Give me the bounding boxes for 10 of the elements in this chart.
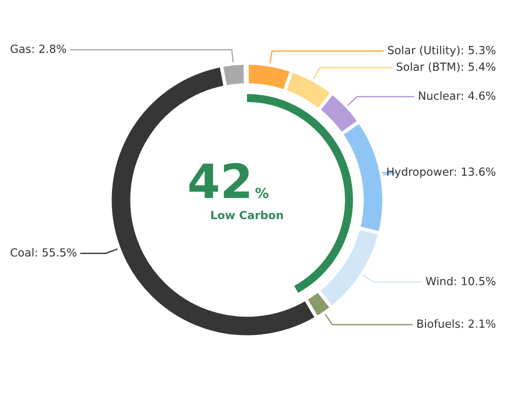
slice-label: Solar (Utility): 5.3%	[388, 46, 496, 56]
data-label: 42%	[189, 162, 268, 198]
slice-label: Coal: 55.5%	[10, 248, 76, 257]
slice-label: Hydropower: 13.6%	[387, 167, 496, 178]
slice-label: Gas: 2.8%	[10, 44, 66, 53]
slice-label: Nuclear: 4.6%	[419, 91, 496, 100]
slice-label: Wind: 10.5%	[426, 276, 496, 286]
category-label: Low Carbon	[211, 210, 283, 220]
slice-label: Biofuels: 2.1%	[417, 319, 496, 328]
slice-label: Solar (BTM): 5.4%	[396, 62, 496, 72]
